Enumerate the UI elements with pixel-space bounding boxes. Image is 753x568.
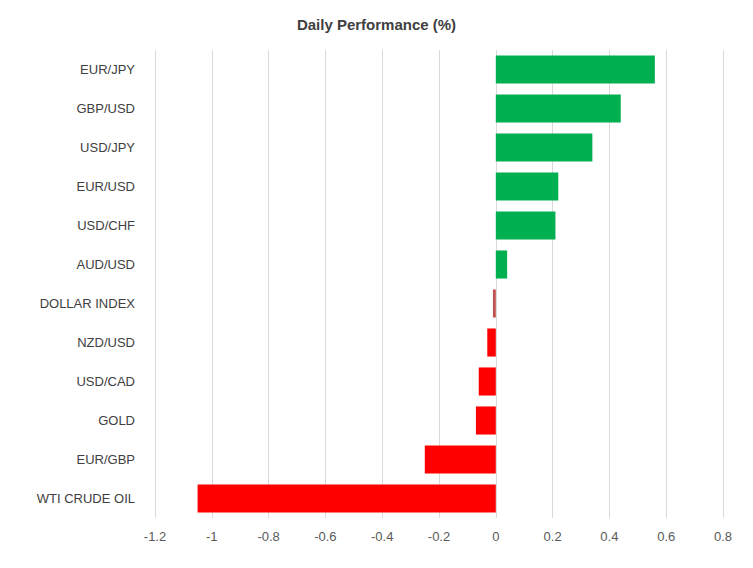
svg-text:-1: -1: [206, 529, 218, 544]
svg-text:-0.8: -0.8: [257, 529, 279, 544]
svg-text:-0.4: -0.4: [371, 529, 393, 544]
svg-text:-0.2: -0.2: [428, 529, 450, 544]
svg-text:WTI CRUDE OIL: WTI CRUDE OIL: [37, 491, 135, 506]
svg-text:NZD/USD: NZD/USD: [77, 335, 135, 350]
svg-text:DOLLAR INDEX: DOLLAR INDEX: [40, 296, 136, 311]
svg-text:0.6: 0.6: [657, 529, 675, 544]
svg-text:GBP/USD: GBP/USD: [76, 101, 135, 116]
svg-text:0: 0: [492, 529, 499, 544]
svg-text:EUR/GBP: EUR/GBP: [76, 452, 135, 467]
svg-text:0.8: 0.8: [714, 529, 732, 544]
svg-text:0.2: 0.2: [544, 529, 562, 544]
svg-text:Daily Performance (%): Daily Performance (%): [297, 16, 456, 33]
svg-text:GOLD: GOLD: [98, 413, 135, 428]
svg-text:EUR/USD: EUR/USD: [76, 179, 135, 194]
svg-text:USD/CAD: USD/CAD: [76, 374, 135, 389]
svg-text:EUR/JPY: EUR/JPY: [80, 62, 135, 77]
svg-text:-1.2: -1.2: [144, 529, 166, 544]
svg-text:USD/CHF: USD/CHF: [77, 218, 135, 233]
svg-text:AUD/USD: AUD/USD: [76, 257, 135, 272]
svg-text:-0.6: -0.6: [314, 529, 336, 544]
svg-text:USD/JPY: USD/JPY: [80, 140, 135, 155]
svg-text:0.4: 0.4: [600, 529, 618, 544]
